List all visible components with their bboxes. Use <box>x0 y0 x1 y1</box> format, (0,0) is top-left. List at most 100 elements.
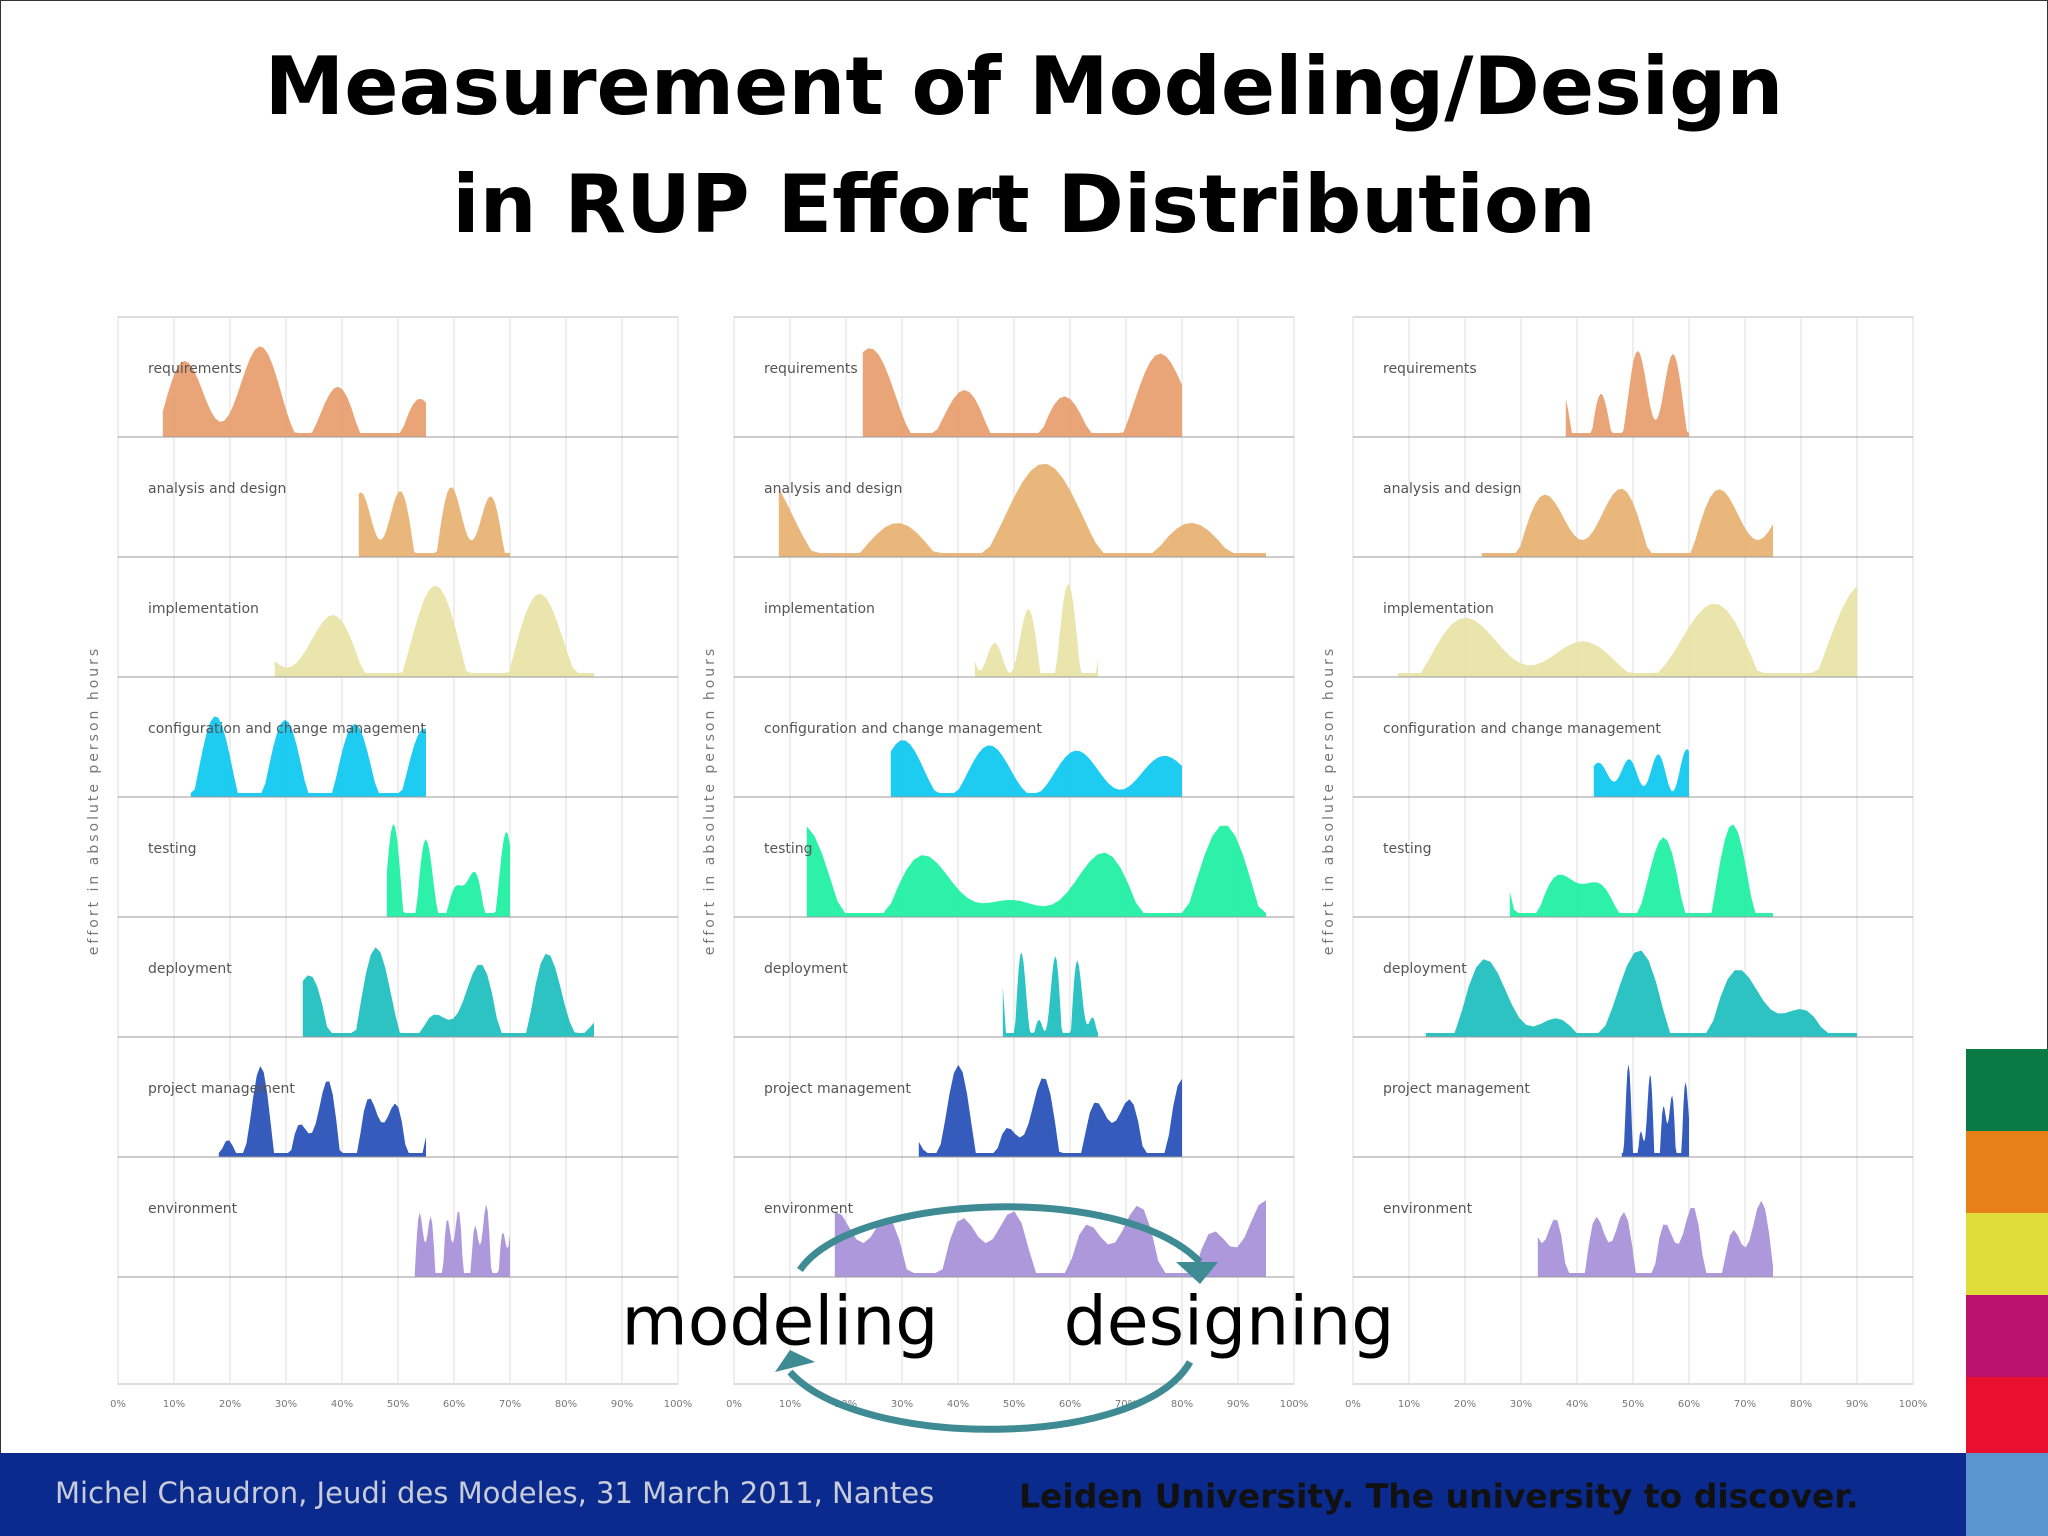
effort-area <box>386 824 510 917</box>
effort-area <box>1481 488 1773 557</box>
discipline-label: project management <box>764 1081 911 1097</box>
effort-area <box>302 947 594 1037</box>
x-tick-label: 50% <box>387 1399 409 1410</box>
x-tick-label: 70% <box>1734 1399 1756 1410</box>
discipline-label: implementation <box>1383 601 1494 617</box>
discipline-label: testing <box>764 841 813 857</box>
effort-area <box>190 716 426 797</box>
strip <box>1966 1213 2048 1295</box>
strip <box>1966 1131 2048 1213</box>
x-tick-label: 10% <box>779 1399 801 1410</box>
effort-area <box>1397 585 1857 677</box>
strip <box>1966 1049 2048 1131</box>
effort-area <box>162 346 427 437</box>
effort-panel: 0% 10% 20% 30% 40% 50% 60% 70% 80% 90% 100% require… <box>86 316 693 1410</box>
effort-area <box>834 1200 1266 1277</box>
discipline-label: testing <box>148 841 197 857</box>
x-tick-label: 0% <box>110 1399 126 1410</box>
effort-area <box>274 585 594 677</box>
effort-area <box>974 584 1098 677</box>
footer-left: Michel Chaudron, Jeudi des Modeles, 31 M… <box>55 1476 934 1510</box>
x-tick-label: 30% <box>891 1399 913 1410</box>
discipline-label: implementation <box>148 601 259 617</box>
x-tick-label: 10% <box>1398 1399 1420 1410</box>
slide-title: Measurement of Modeling/Design <box>265 40 1784 133</box>
x-tick-label: 60% <box>1678 1399 1700 1410</box>
y-axis-label: effort in absolute person hours <box>86 646 102 955</box>
effort-area <box>358 487 510 557</box>
x-tick-label: 20% <box>219 1399 241 1410</box>
discipline-label: configuration and change management <box>148 721 426 737</box>
x-tick-label: 90% <box>611 1399 633 1410</box>
x-tick-label: 0% <box>1345 1399 1361 1410</box>
x-tick-label: 90% <box>1227 1399 1249 1410</box>
discipline-label: deployment <box>764 961 848 977</box>
discipline-label: testing <box>1383 841 1432 857</box>
arrow-top <box>797 1203 1203 1273</box>
discipline-label: requirements <box>764 361 858 377</box>
x-tick-label: 30% <box>1510 1399 1532 1410</box>
discipline-label: deployment <box>1383 961 1467 977</box>
discipline-label: requirements <box>1383 361 1477 377</box>
x-tick-label: 90% <box>1846 1399 1868 1410</box>
x-tick-label: 60% <box>1059 1399 1081 1410</box>
effort-area <box>890 740 1182 797</box>
cycle-label: modeling <box>622 1283 939 1362</box>
x-tick-label: 70% <box>1115 1399 1137 1410</box>
effort-area <box>1565 350 1689 437</box>
x-tick-label: 100% <box>1899 1399 1928 1410</box>
cycle-arrows <box>775 1203 1218 1433</box>
y-axis-label: effort in absolute person hours <box>1321 646 1337 955</box>
discipline-label: analysis and design <box>764 481 902 497</box>
x-tick-label: 70% <box>499 1399 521 1410</box>
x-tick-label: 0% <box>726 1399 742 1410</box>
x-tick-label: 80% <box>555 1399 577 1410</box>
discipline-label: environment <box>148 1201 238 1217</box>
x-tick-label: 80% <box>1171 1399 1193 1410</box>
strip <box>1966 1453 2048 1536</box>
x-tick-label: 30% <box>275 1399 297 1410</box>
discipline-label: environment <box>1383 1201 1473 1217</box>
effort-panel: 0% 10% 20% 30% 40% 50% 60% 70% 80% 90% 100%require… <box>702 316 1308 1410</box>
x-tick-label: 60% <box>443 1399 465 1410</box>
discipline-label: analysis and design <box>148 481 286 497</box>
x-tick-label: 100% <box>664 1399 693 1410</box>
x-tick-label: 40% <box>1566 1399 1588 1410</box>
color-strips <box>1966 1049 2048 1536</box>
effort-area <box>414 1204 510 1277</box>
x-tick-label: 40% <box>331 1399 353 1410</box>
slide-title: in RUP Effort Distribution <box>452 158 1596 251</box>
discipline-label: project management <box>148 1081 295 1097</box>
effort-area <box>1621 1064 1689 1157</box>
cycle-label: designing <box>1064 1283 1395 1362</box>
discipline-label: requirements <box>148 361 242 377</box>
effort-area <box>218 1066 426 1157</box>
discipline-label: deployment <box>148 961 232 977</box>
panels: 0% 10% 20% 30% 40% 50% 60% 70% 80% 90% 100% require… <box>86 316 1928 1410</box>
footer-bar <box>0 1453 1966 1536</box>
effort-area <box>862 348 1182 437</box>
effort-area <box>1002 952 1098 1037</box>
discipline-label: analysis and design <box>1383 481 1521 497</box>
discipline-label: implementation <box>764 601 875 617</box>
effort-area <box>1537 1200 1773 1277</box>
effort-area <box>1593 749 1689 797</box>
y-axis-label: effort in absolute person hours <box>702 646 718 955</box>
x-tick-label: 10% <box>163 1399 185 1410</box>
x-tick-label: 50% <box>1003 1399 1025 1410</box>
arrow-bottom <box>787 1360 1194 1433</box>
arrowhead <box>1176 1262 1218 1284</box>
discipline-label: configuration and change management <box>764 721 1042 737</box>
x-tick-label: 40% <box>947 1399 969 1410</box>
effort-area <box>778 463 1266 557</box>
discipline-label: environment <box>764 1201 854 1217</box>
arrowhead <box>775 1350 815 1372</box>
effort-area <box>918 1064 1182 1157</box>
effort-area <box>1425 950 1857 1037</box>
effort-area <box>1509 824 1773 917</box>
effort-area <box>806 825 1266 917</box>
footer-right: Leiden University. The university to dis… <box>1019 1477 1859 1516</box>
x-tick-label: 50% <box>1622 1399 1644 1410</box>
x-tick-label: 20% <box>1454 1399 1476 1410</box>
